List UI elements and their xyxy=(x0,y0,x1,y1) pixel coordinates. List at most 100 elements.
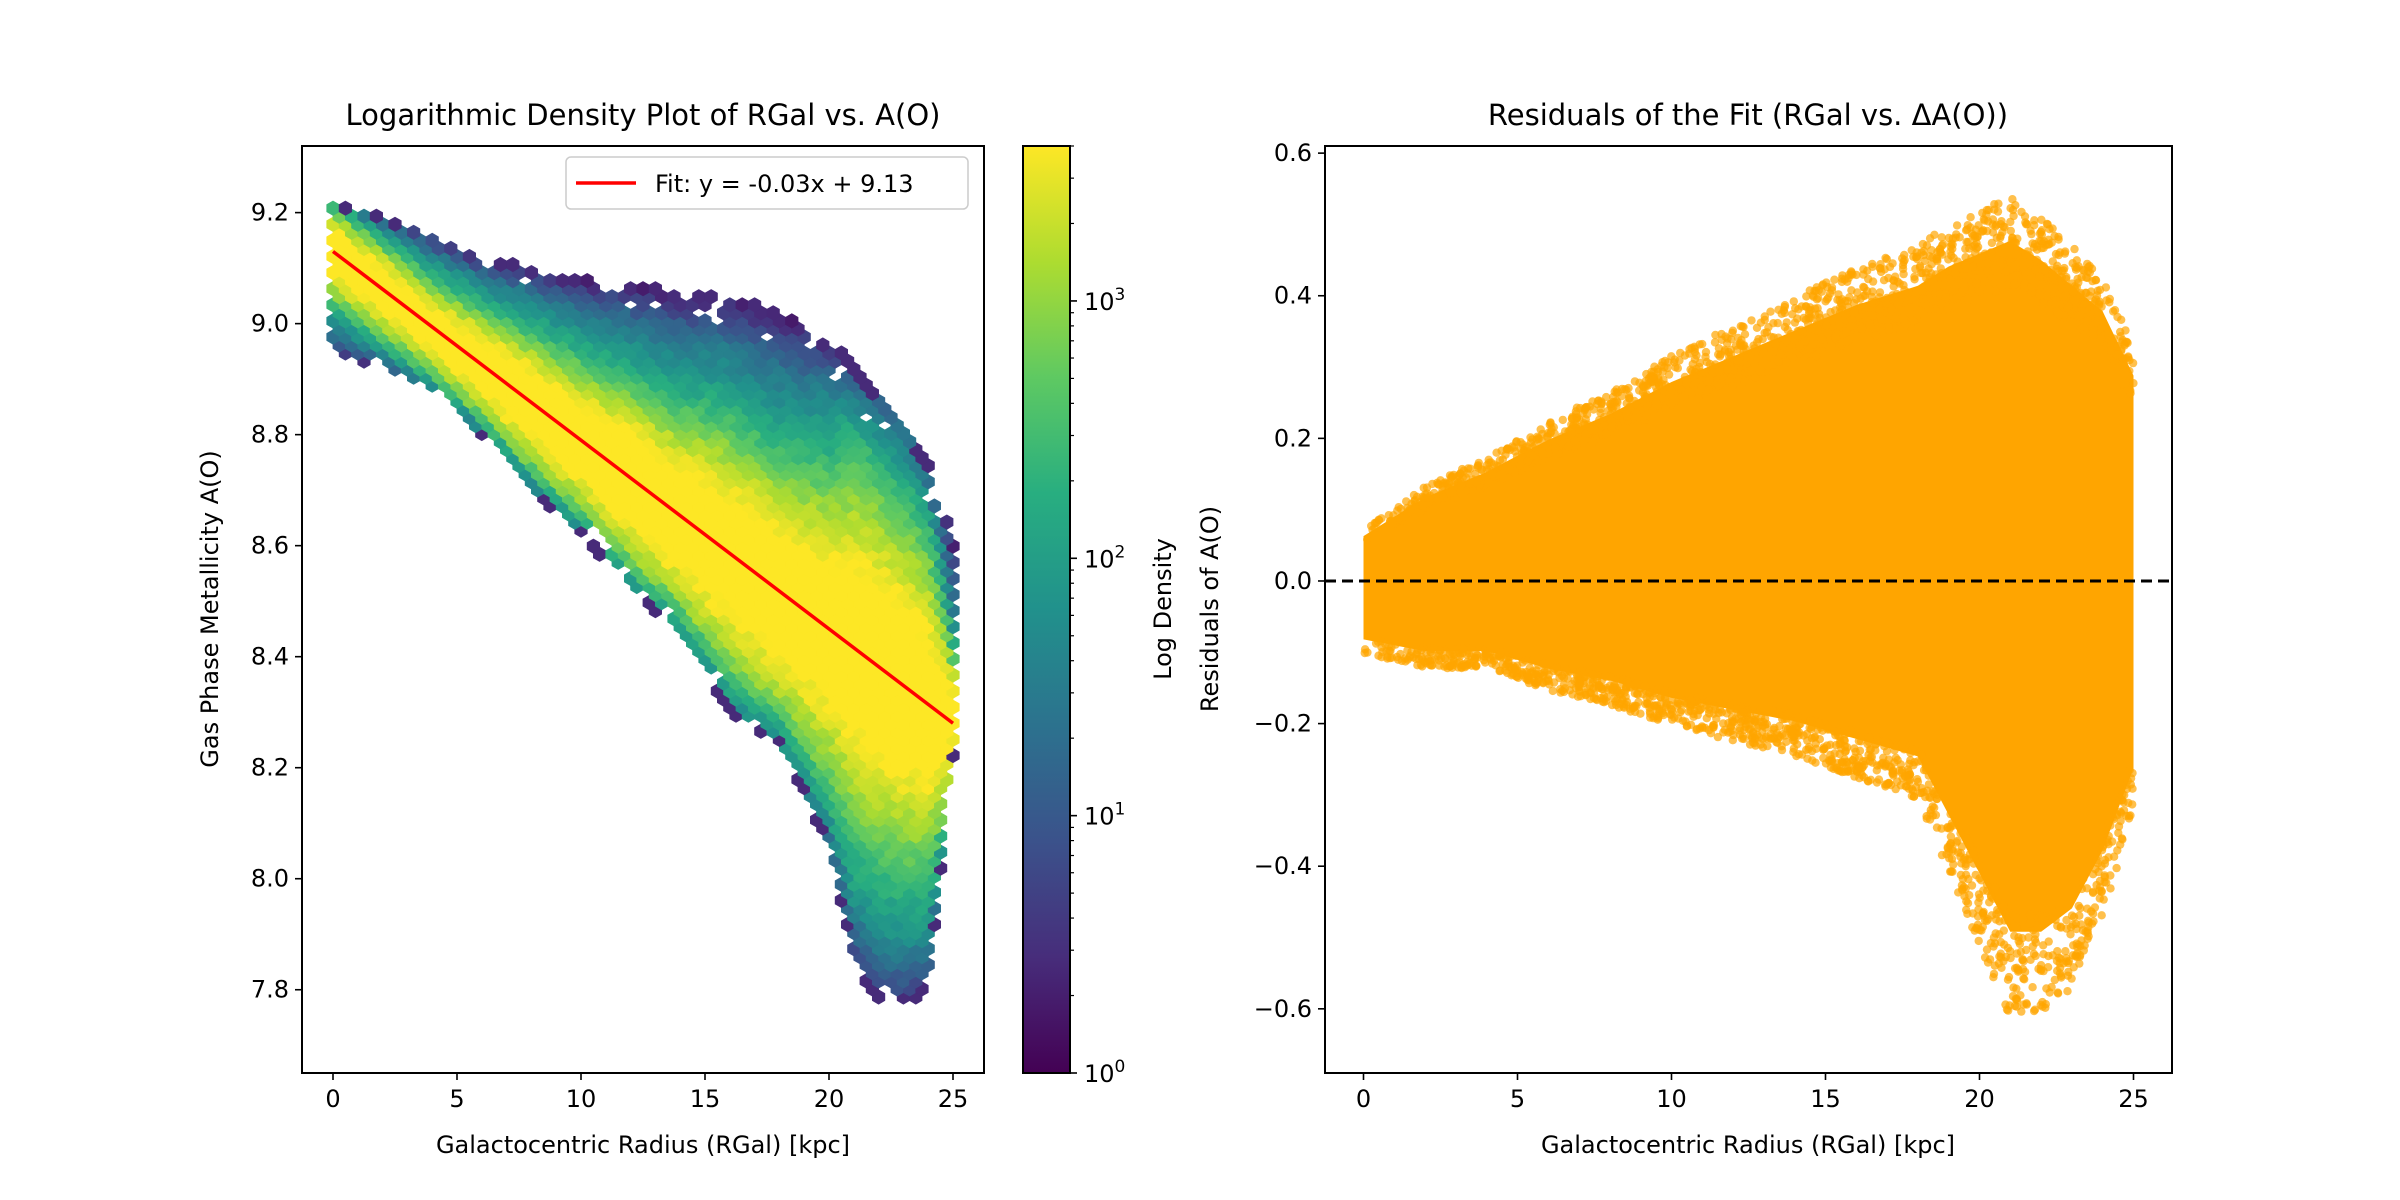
residual-point xyxy=(2055,904,2064,914)
residual-point xyxy=(1957,842,1967,851)
residual-point xyxy=(2056,954,2065,963)
residual-point xyxy=(2037,244,2046,253)
residual-point xyxy=(1528,451,1538,460)
y-tick-label: 8.2 xyxy=(251,754,289,782)
residual-point xyxy=(1612,402,1621,411)
residual-point xyxy=(1840,767,1850,776)
residual-point xyxy=(1833,295,1842,304)
residual-point xyxy=(1994,199,2003,208)
residual-point xyxy=(1721,332,1730,341)
residual-point xyxy=(1756,367,1765,376)
fit-line xyxy=(331,250,955,725)
residual-point xyxy=(1945,854,1954,863)
residual-point xyxy=(1960,285,1969,294)
residual-point xyxy=(1860,291,1870,300)
residual-point xyxy=(1675,699,1684,708)
residual-point xyxy=(1950,269,1960,278)
hexbin-cell xyxy=(940,514,954,530)
residual-point xyxy=(2079,946,2088,955)
residual-point xyxy=(1417,652,1426,662)
residual-point xyxy=(1603,685,1613,695)
residual-point xyxy=(1893,755,1902,765)
residual-point xyxy=(1447,659,1456,668)
residual-point xyxy=(2085,291,2094,300)
residual-point xyxy=(2004,1006,2013,1015)
hexbin-cell xyxy=(524,265,538,281)
residual-point xyxy=(1636,709,1645,718)
residual-point xyxy=(1962,834,1971,844)
residual-point xyxy=(1986,248,1996,257)
residual-point xyxy=(2045,225,2054,234)
residual-point xyxy=(2067,911,2077,920)
residual-point xyxy=(1530,676,1539,685)
residual-point xyxy=(2016,947,2026,957)
residual-point xyxy=(1868,311,1877,320)
residual-point xyxy=(2056,923,2066,932)
residual-point xyxy=(1950,285,1959,295)
residual-point xyxy=(1526,433,1535,442)
residual-point xyxy=(2128,800,2137,809)
residual-point xyxy=(1728,381,1737,391)
residual-point xyxy=(1989,969,1999,979)
residual-point xyxy=(2036,966,2046,975)
residual-point xyxy=(1931,776,1940,785)
residual-point xyxy=(1677,706,1686,715)
residual-point xyxy=(2010,1001,2020,1011)
residual-point xyxy=(1424,493,1433,502)
residual-point xyxy=(1982,210,1991,219)
hexbin-cell xyxy=(388,216,402,232)
residual-point xyxy=(1713,381,1723,391)
residual-point xyxy=(1647,367,1656,377)
residual-point xyxy=(1876,264,1885,273)
residual-point xyxy=(1817,335,1827,344)
residual-point xyxy=(2063,987,2072,996)
residual-point xyxy=(1961,861,1970,871)
residual-point xyxy=(1488,470,1497,479)
y-tick-label: 9.0 xyxy=(251,310,289,338)
residual-point xyxy=(2030,221,2039,230)
hexbin-cell xyxy=(834,345,848,361)
residual-point xyxy=(2021,218,2030,227)
residual-point xyxy=(2119,806,2129,815)
residual-point xyxy=(1928,802,1937,811)
residual-point xyxy=(1745,740,1755,749)
residual-point xyxy=(1740,377,1750,386)
residual-point xyxy=(1933,255,1942,264)
residual-point xyxy=(1953,257,1962,266)
residual-point xyxy=(2010,280,2019,289)
residual-point xyxy=(1481,650,1491,659)
residual-point xyxy=(2000,223,2009,232)
residual-point xyxy=(1977,876,1986,885)
residual-point xyxy=(1471,469,1480,479)
residual-point xyxy=(1654,381,1664,390)
residual-point xyxy=(2117,315,2126,324)
residual-point xyxy=(2083,316,2092,325)
residual-point xyxy=(1388,519,1397,528)
residual-point xyxy=(2110,306,2120,315)
residual-point xyxy=(1472,478,1481,487)
residual-point xyxy=(2019,974,2028,983)
residual-point xyxy=(1929,278,1938,287)
residual-point xyxy=(1970,926,1979,935)
residual-point xyxy=(2126,389,2135,398)
residual-point xyxy=(1983,958,1993,967)
residual-point xyxy=(1539,659,1548,669)
hexbin-cell xyxy=(692,289,706,305)
residual-point xyxy=(1788,310,1797,319)
residual-point xyxy=(1384,511,1394,520)
density-panel: Logarithmic Density Plot of RGal vs. A(O… xyxy=(196,98,985,1159)
residual-point xyxy=(1555,673,1564,683)
residual-point xyxy=(1622,399,1631,408)
residual-point xyxy=(1930,230,1939,239)
density-x-ticks: 0 5 10 15 20 25 xyxy=(325,1073,968,1113)
residual-point xyxy=(2070,244,2079,254)
residual-point xyxy=(2023,247,2032,256)
x-tick-label: 20 xyxy=(1964,1085,1995,1113)
residual-point xyxy=(1794,713,1803,722)
residual-point xyxy=(1583,684,1592,693)
residual-point xyxy=(1987,238,1997,248)
residual-point xyxy=(2011,261,2020,270)
residual-point xyxy=(2011,271,2020,281)
colorbar-tick-label: 102 xyxy=(1084,542,1125,573)
